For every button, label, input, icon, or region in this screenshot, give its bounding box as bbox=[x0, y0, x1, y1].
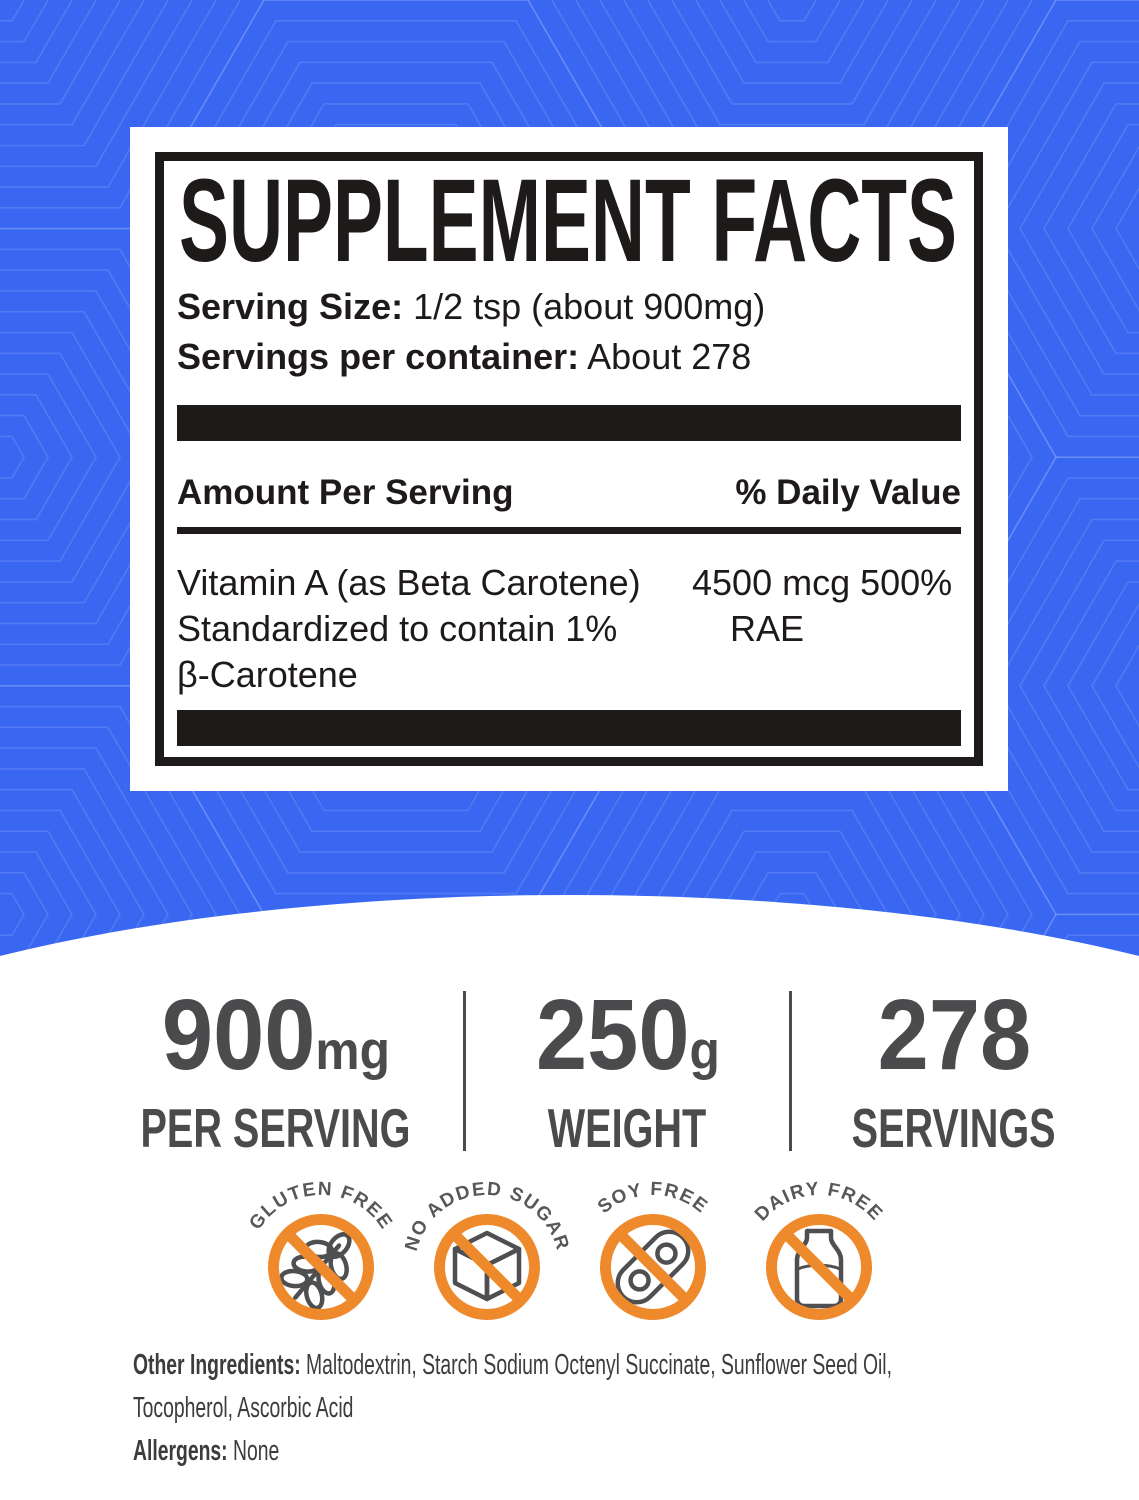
soy-free-arc-label: SOY FREE bbox=[594, 1179, 712, 1218]
ingredient-amount: 4500 mcg 500% RAE bbox=[692, 560, 961, 698]
daily-value-header: % Daily Value bbox=[735, 473, 961, 512]
gluten-free-badge: GLUTEN FREE bbox=[245, 1179, 396, 1320]
divider-bar-top bbox=[177, 405, 961, 441]
serving-size-value: 1/2 tsp (about 900mg) bbox=[403, 286, 766, 327]
ingredient-name-line1: Vitamin A (as Beta Carotene) bbox=[177, 562, 641, 603]
ingredient-amount-line1: 4500 mcg 500% bbox=[692, 562, 953, 603]
prohibition-icon bbox=[765, 1214, 872, 1320]
stat-per-serving-number: 900mg bbox=[88, 985, 463, 1101]
ingredient-name: Vitamin A (as Beta Carotene) Standardize… bbox=[177, 560, 692, 698]
stats-row: 900mg PER SERVING 250g WEIGHT 278 SERVIN… bbox=[0, 985, 1139, 1156]
soy-free-badge: SOY FREE bbox=[594, 1179, 712, 1320]
curved-divider bbox=[0, 895, 1139, 1135]
dietary-badges: GLUTEN FREE NO ADDED SUGAR bbox=[0, 1139, 1139, 1335]
dairy-free-badge: DAIRY FREE bbox=[751, 1179, 885, 1320]
stat-servings-label: SERVINGS bbox=[792, 1101, 1116, 1156]
header-rule bbox=[177, 527, 961, 534]
other-ingredients-line: Other Ingredients: Maltodextrin, Starch … bbox=[133, 1344, 950, 1430]
servings-per-container-value: About 278 bbox=[579, 336, 752, 377]
label-title: SUPPLEMENT FACTS bbox=[179, 169, 957, 271]
stat-per-serving-label-text: PER SERVING bbox=[140, 1097, 411, 1159]
divider-bar-bottom bbox=[177, 710, 961, 746]
ingredient-name-line3: β-Carotene bbox=[177, 654, 358, 695]
stat-servings-value: 278 bbox=[877, 979, 1031, 1091]
servings-per-container-label: Servings per container: bbox=[177, 336, 580, 377]
stat-per-serving-unit: mg bbox=[314, 1021, 390, 1081]
stat-servings-number: 278 bbox=[792, 985, 1116, 1101]
ingredient-amount-line2: RAE bbox=[730, 608, 805, 649]
stat-per-serving-value: 900 bbox=[161, 979, 315, 1091]
stat-divider-2 bbox=[788, 990, 792, 1151]
prohibition-icon bbox=[599, 1214, 706, 1320]
label-title-svg: SUPPLEMENT FACTS bbox=[179, 169, 957, 271]
allergens-value: None bbox=[227, 1435, 280, 1467]
stat-servings-label-text: SERVINGS bbox=[851, 1097, 1056, 1159]
stat-divider-1 bbox=[462, 990, 466, 1151]
servings-per-container-line: Servings per container: About 278 bbox=[177, 337, 961, 377]
amount-per-serving-header: Amount Per Serving bbox=[177, 473, 514, 512]
column-headers: Amount Per Serving % Daily Value bbox=[177, 473, 961, 513]
other-ingredients-value: Maltodextrin, Starch Sodium Octenyl Succ… bbox=[133, 1349, 892, 1424]
other-ingredients-label: Other Ingredients: bbox=[133, 1349, 301, 1381]
stat-weight-number: 250g bbox=[466, 985, 789, 1101]
supplement-facts-label: SUPPLEMENT FACTS Serving Size: 1/2 tsp (… bbox=[130, 127, 1008, 791]
stat-weight: 250g WEIGHT bbox=[466, 985, 789, 1156]
stat-weight-label: WEIGHT bbox=[466, 1101, 789, 1156]
stat-weight-label-text: WEIGHT bbox=[548, 1097, 707, 1159]
serving-size-line: Serving Size: 1/2 tsp (about 900mg) bbox=[177, 287, 961, 327]
gluten-free-arc-label: GLUTEN FREE bbox=[245, 1179, 396, 1234]
label-frame: SUPPLEMENT FACTS Serving Size: 1/2 tsp (… bbox=[155, 152, 983, 766]
ingredients-footer: Other Ingredients: Maltodextrin, Starch … bbox=[133, 1344, 950, 1473]
prohibition-icon bbox=[267, 1214, 374, 1320]
ingredient-row: Vitamin A (as Beta Carotene) Standardize… bbox=[177, 560, 961, 698]
stat-weight-unit: g bbox=[689, 1021, 720, 1081]
allergens-line: Allergens: None bbox=[133, 1430, 950, 1473]
allergens-label: Allergens: bbox=[133, 1435, 228, 1467]
no-added-sugar-badge: NO ADDED SUGAR bbox=[405, 1179, 569, 1320]
stat-weight-value: 250 bbox=[535, 979, 690, 1091]
stat-servings: 278 SERVINGS bbox=[792, 985, 1139, 1156]
stat-per-serving: 900mg PER SERVING bbox=[0, 985, 463, 1156]
stat-per-serving-label: PER SERVING bbox=[88, 1101, 463, 1156]
serving-size-label: Serving Size: bbox=[177, 286, 404, 327]
prohibition-icon bbox=[433, 1214, 540, 1320]
ingredient-name-line2: Standardized to contain 1% bbox=[177, 608, 618, 649]
